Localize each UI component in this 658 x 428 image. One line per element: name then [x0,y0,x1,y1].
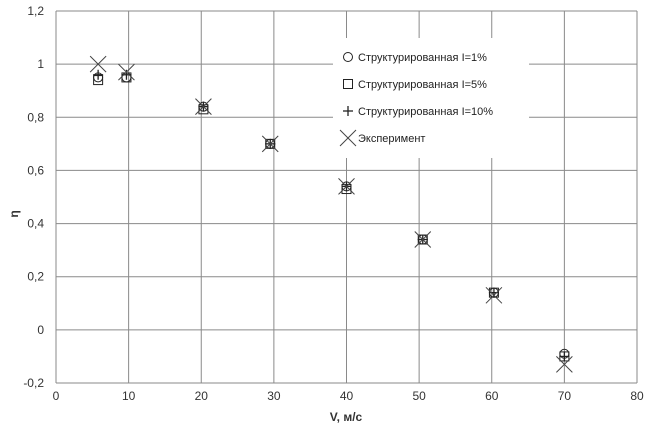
data-points [89,55,573,373]
x-tick-label: 50 [412,389,426,403]
legend-label: Структурированная I=10% [358,106,493,118]
y-axis-ticks: -0,2 0 0,2 0,4 0,6 0,8 1 1,2 [23,4,44,390]
y-tick-label: 0,4 [27,217,44,231]
y-tick-label: 1 [37,57,44,71]
legend-label: Эксперимент [358,133,425,145]
point-plus-0 [93,69,104,80]
x-tick-label: 10 [122,389,136,403]
legend-marker-plus [343,106,353,116]
point-x-7 [556,356,573,373]
x-tick-label: 30 [267,389,281,403]
y-tick-label: -0,2 [23,376,44,390]
y-tick-label: 0 [37,323,44,337]
legend-marker-x [339,129,357,147]
point-x-6 [485,286,503,304]
point-x-2 [195,98,212,116]
point-plus-1 [121,69,132,80]
x-tick-label: 0 [53,389,60,403]
y-tick-label: 0,2 [27,270,44,284]
point-x-1 [118,63,135,81]
y-axis-title: η [7,210,21,217]
legend-background [333,38,529,158]
legend: Структурированная I=1% Структурированная … [333,38,529,158]
y-tick-label: 1,2 [27,4,44,18]
point-x-0 [89,55,107,73]
x-tick-label: 20 [195,389,209,403]
legend-marker-circle [343,52,353,62]
legend-marker-square [343,79,353,89]
x-tick-label: 80 [630,389,644,403]
y-tick-label: 0,6 [27,163,44,177]
point-x-4 [338,178,355,195]
legend-label: Структурированная I=1% [358,52,487,64]
x-axis-ticks: 0 10 20 30 40 50 60 70 80 [53,389,644,403]
x-tick-label: 70 [558,389,572,403]
x-tick-label: 40 [340,389,354,403]
legend-label: Структурированная I=5% [358,79,487,91]
y-tick-label: 0,8 [27,110,44,124]
point-x-3 [261,135,279,153]
x-axis-title: V, м/с [330,410,363,424]
point-plus-7 [559,351,570,362]
x-tick-label: 60 [485,389,499,403]
point-x-5 [414,231,432,248]
